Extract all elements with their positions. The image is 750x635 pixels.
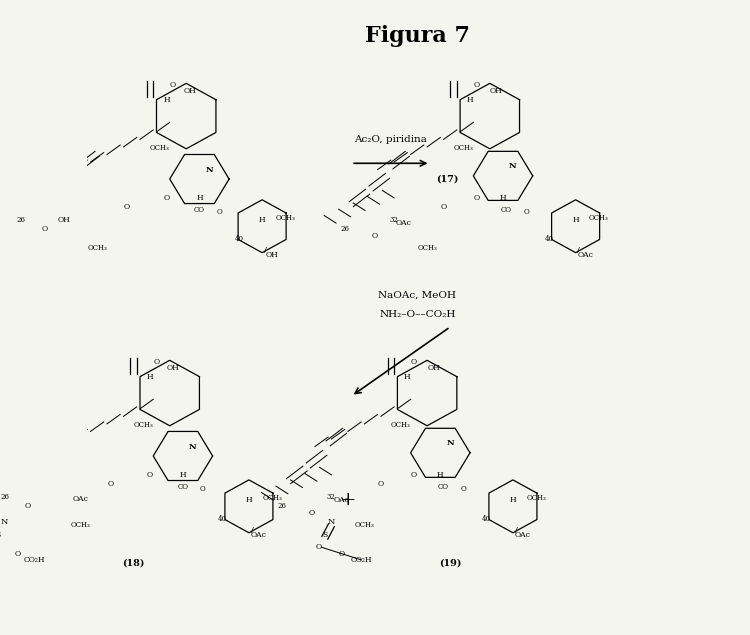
Text: OCH₃: OCH₃ <box>589 214 608 222</box>
Text: O: O <box>147 471 153 479</box>
Text: 32: 32 <box>390 216 398 224</box>
Text: (17): (17) <box>436 175 458 184</box>
Text: (18): (18) <box>122 559 145 568</box>
Text: OAc: OAc <box>515 531 531 538</box>
Text: O: O <box>411 471 417 479</box>
Text: 26: 26 <box>0 493 9 501</box>
Text: 26: 26 <box>16 216 26 224</box>
Text: H: H <box>509 496 516 504</box>
Text: H: H <box>196 194 202 202</box>
Text: CO: CO <box>194 206 205 215</box>
Text: O: O <box>411 358 417 366</box>
Text: OAc: OAc <box>73 495 88 503</box>
Text: H: H <box>404 373 411 381</box>
Text: O: O <box>154 358 160 366</box>
Text: H: H <box>259 216 266 224</box>
Text: H: H <box>437 471 444 479</box>
Text: O: O <box>378 480 384 488</box>
Text: NaOAc, MeOH: NaOAc, MeOH <box>378 291 456 300</box>
Text: Ac₂O, piridina: Ac₂O, piridina <box>355 135 428 144</box>
Text: H: H <box>179 471 186 479</box>
Text: OCH₃: OCH₃ <box>391 420 410 429</box>
Text: O: O <box>124 203 130 211</box>
Text: +: + <box>340 491 356 509</box>
Text: OCH₃: OCH₃ <box>275 214 295 222</box>
Text: OAc: OAc <box>578 251 593 258</box>
Text: OH: OH <box>490 87 502 95</box>
Text: H: H <box>163 97 170 104</box>
Text: O: O <box>315 544 321 551</box>
Text: N: N <box>206 166 213 173</box>
Text: N: N <box>328 518 335 526</box>
Text: OCH₃: OCH₃ <box>355 521 374 529</box>
Text: O: O <box>164 194 170 202</box>
Text: H: H <box>500 194 506 202</box>
Text: 32: 32 <box>327 493 336 501</box>
Text: 40: 40 <box>235 235 244 243</box>
Text: OCH₃: OCH₃ <box>262 494 282 502</box>
Text: OH: OH <box>58 216 70 224</box>
Text: NH₂–O––CO₂H: NH₂–O––CO₂H <box>379 310 455 319</box>
Text: CO₂H: CO₂H <box>24 556 45 564</box>
Text: Figura 7: Figura 7 <box>364 25 470 47</box>
Text: (19): (19) <box>439 559 461 568</box>
Text: OCH₃: OCH₃ <box>417 244 437 252</box>
Text: N: N <box>446 439 454 448</box>
Text: O: O <box>460 485 466 493</box>
Text: 40: 40 <box>482 515 491 523</box>
Text: H: H <box>572 216 579 224</box>
Text: H: H <box>146 373 153 381</box>
Text: /: / <box>264 246 267 253</box>
Text: N: N <box>509 163 517 170</box>
Text: N: N <box>1 518 8 526</box>
Text: CO: CO <box>501 206 512 215</box>
Text: O: O <box>216 208 222 216</box>
Text: O: O <box>107 480 113 488</box>
Text: H: H <box>245 496 252 504</box>
Text: N: N <box>189 443 196 451</box>
Text: OCH₃: OCH₃ <box>87 244 107 252</box>
Text: /: / <box>578 246 580 253</box>
Text: OH: OH <box>427 364 440 372</box>
Text: S: S <box>322 531 328 538</box>
Text: /: / <box>251 526 254 533</box>
Text: O: O <box>338 549 344 558</box>
Text: OCH₃: OCH₃ <box>134 420 153 429</box>
Text: 26: 26 <box>340 225 349 234</box>
Text: O: O <box>473 81 480 89</box>
Text: O: O <box>473 194 480 202</box>
Text: O: O <box>308 509 315 517</box>
Text: OAc: OAc <box>396 219 412 227</box>
Text: OH: OH <box>183 87 196 95</box>
Text: 40: 40 <box>544 235 554 243</box>
Text: O: O <box>170 81 176 89</box>
Text: CO₂H: CO₂H <box>350 556 372 564</box>
Text: OAc: OAc <box>334 496 350 504</box>
Text: 40: 40 <box>218 515 227 523</box>
Text: CO: CO <box>438 483 449 491</box>
Text: O: O <box>15 549 21 558</box>
Text: OAc: OAc <box>251 531 267 538</box>
Text: O: O <box>41 225 47 234</box>
Text: OH: OH <box>266 251 278 258</box>
Text: OCH₃: OCH₃ <box>70 521 91 529</box>
Text: /: / <box>514 526 517 533</box>
Text: O: O <box>524 208 529 216</box>
Text: OCH₃: OCH₃ <box>454 144 473 152</box>
Text: O: O <box>200 485 206 493</box>
Text: O: O <box>440 203 447 211</box>
Text: OH: OH <box>166 364 179 372</box>
Text: H: H <box>466 97 473 104</box>
Text: OCH₃: OCH₃ <box>526 494 546 502</box>
Text: CO: CO <box>178 483 188 491</box>
Text: O: O <box>25 502 31 511</box>
Text: O: O <box>371 232 377 239</box>
Text: 26: 26 <box>278 502 286 511</box>
Text: OCH₃: OCH₃ <box>150 144 170 152</box>
